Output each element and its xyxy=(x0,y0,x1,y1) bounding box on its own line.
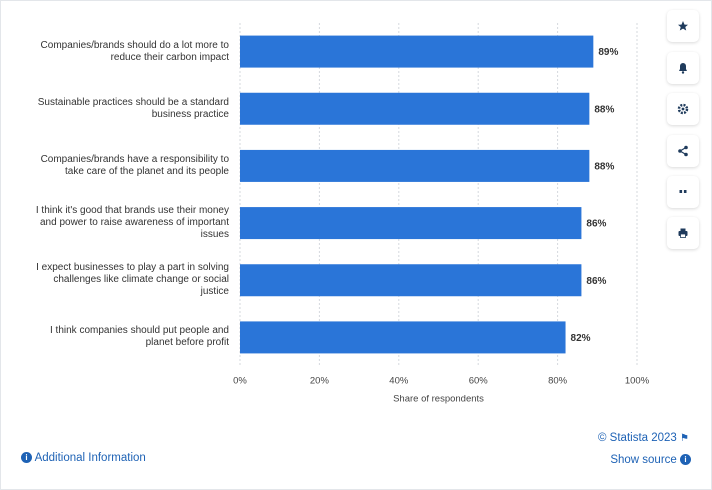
x-tick-label: 20% xyxy=(310,376,330,387)
bar xyxy=(240,35,594,68)
show-source[interactable]: Show source i xyxy=(610,454,691,466)
value-label: 82% xyxy=(571,333,591,344)
category-label: Sustainable practices should be a standa… xyxy=(37,96,229,120)
share-icon xyxy=(678,145,688,157)
category-label: I think companies should put people and … xyxy=(49,325,229,349)
additional-info[interactable]: i Additional Information xyxy=(21,452,146,464)
x-tick-label: 80% xyxy=(548,376,568,387)
category-label: I expect businesses to play a part in so… xyxy=(36,262,229,298)
x-axis-title: Share of respondents xyxy=(393,394,484,405)
bar xyxy=(240,149,590,182)
print-button[interactable] xyxy=(667,217,699,249)
bar xyxy=(240,207,582,240)
x-tick-label: 0% xyxy=(233,376,247,387)
bar xyxy=(240,321,566,354)
quote-icon xyxy=(679,190,687,193)
value-label: 86% xyxy=(586,219,606,230)
settings-button[interactable] xyxy=(667,93,699,125)
x-tick-label: 100% xyxy=(625,376,650,387)
info-icon: i xyxy=(21,452,32,464)
copyright[interactable]: © Statista 2023 ⚑ xyxy=(598,432,689,444)
copyright-text[interactable]: © Statista 2023 xyxy=(598,432,677,444)
category-label: Companies/brands have a responsibility t… xyxy=(40,153,229,177)
info-icon: i xyxy=(680,454,691,466)
category-label: Companies/brands should do a lot more to… xyxy=(40,39,229,63)
share-button[interactable] xyxy=(667,135,699,167)
x-tick-label: 60% xyxy=(469,376,489,387)
value-label: 86% xyxy=(586,276,606,287)
notification-button[interactable] xyxy=(667,52,699,84)
value-label: 89% xyxy=(598,47,618,58)
star-icon xyxy=(678,21,688,31)
gear-icon xyxy=(677,103,689,115)
x-tick-label: 40% xyxy=(389,376,409,387)
print-icon xyxy=(678,228,688,238)
bar xyxy=(240,92,590,125)
flag-icon: ⚑ xyxy=(680,433,689,444)
category-label: I think it's good that brands use their … xyxy=(35,205,229,241)
show-source-text[interactable]: Show source xyxy=(610,454,677,466)
favorite-button[interactable] xyxy=(667,10,699,42)
cite-button[interactable] xyxy=(667,176,699,208)
bar xyxy=(240,264,582,297)
value-label: 88% xyxy=(594,104,614,115)
bell-icon xyxy=(679,63,687,74)
value-label: 88% xyxy=(594,162,614,173)
additional-info-text[interactable]: Additional Information xyxy=(34,452,146,464)
